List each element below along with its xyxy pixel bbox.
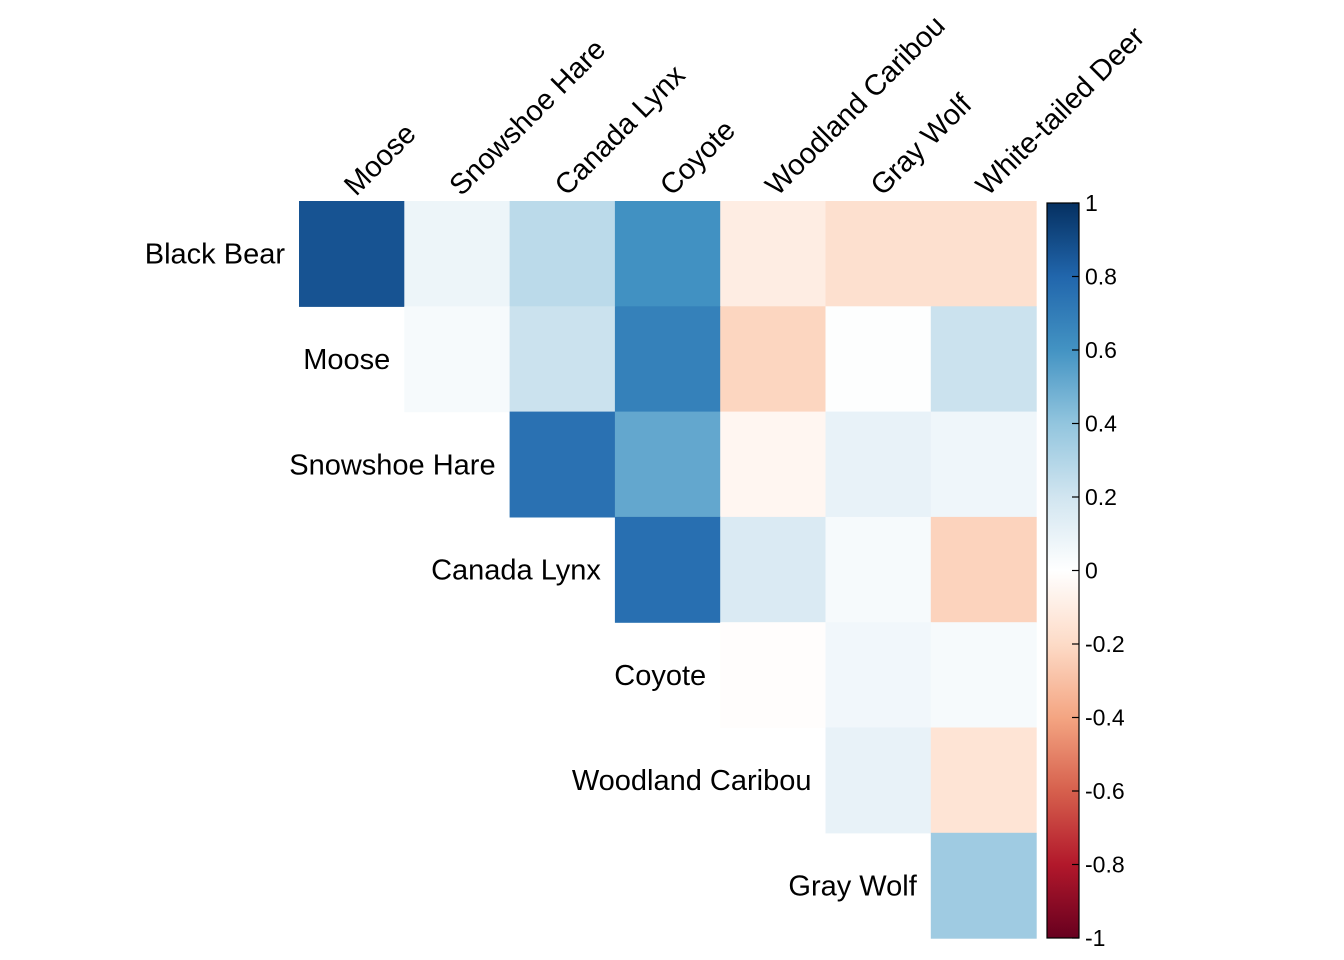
heatmap-cell bbox=[509, 306, 616, 413]
heatmap-cell bbox=[404, 201, 511, 307]
heatmap-cell bbox=[930, 201, 1037, 307]
heatmap-cell bbox=[825, 727, 932, 834]
heatmap-cell bbox=[404, 306, 511, 413]
heatmap-cell bbox=[720, 201, 827, 307]
column-label: Coyote bbox=[654, 114, 742, 202]
heatmap-cell bbox=[299, 201, 405, 307]
colorbar-tick-label: 0.6 bbox=[1085, 337, 1117, 363]
colorbar-tick-label: 0.4 bbox=[1085, 411, 1117, 437]
column-label: White-tailed Deer bbox=[970, 21, 1151, 202]
row-label: Canada Lynx bbox=[431, 555, 601, 587]
heatmap-cell bbox=[720, 516, 827, 623]
heatmap-cell bbox=[614, 516, 721, 623]
row-label: Moose bbox=[303, 344, 390, 376]
column-label: Moose bbox=[338, 118, 422, 202]
heatmap-cell bbox=[720, 622, 827, 729]
colorbar-tick-label: -1 bbox=[1085, 925, 1105, 951]
colorbar-tick-label: 1 bbox=[1085, 190, 1098, 216]
heatmap-cell bbox=[930, 306, 1037, 413]
heatmap-cell bbox=[930, 516, 1037, 623]
row-label: Coyote bbox=[614, 660, 706, 692]
row-label: Black Bear bbox=[145, 239, 286, 271]
heatmap-cell bbox=[930, 727, 1037, 834]
heatmap-cell bbox=[720, 306, 827, 413]
column-label: Gray Wolf bbox=[865, 88, 979, 202]
row-label: Gray Wolf bbox=[788, 870, 917, 902]
colorbar-tick-label: -0.8 bbox=[1085, 852, 1125, 878]
heatmap-cell bbox=[825, 306, 932, 413]
row-label: Woodland Caribou bbox=[572, 765, 812, 797]
heatmap-cell bbox=[614, 306, 721, 413]
row-label: Snowshoe Hare bbox=[289, 449, 495, 481]
heatmap-cell bbox=[930, 622, 1037, 729]
heatmap-cell bbox=[825, 201, 932, 307]
colorbar-tick-label: -0.6 bbox=[1085, 778, 1125, 804]
heatmap-cell bbox=[720, 411, 827, 518]
column-label: Woodland Caribou bbox=[760, 10, 952, 202]
heatmap-cell bbox=[825, 622, 932, 729]
colorbar-tick-label: -0.2 bbox=[1085, 631, 1125, 657]
colorbar-tick-label: 0.8 bbox=[1085, 264, 1117, 290]
colorbar: 1 0.8 0.6 0.4 0.2 0 -0.2 -0.4 -0.6 -0.8 -1 bbox=[1046, 190, 1125, 951]
colorbar-tick-label: 0.2 bbox=[1085, 484, 1117, 510]
heatmap-cell bbox=[930, 411, 1037, 518]
colorbar-tick-label: -0.4 bbox=[1085, 705, 1125, 731]
heatmap-cell bbox=[509, 201, 616, 307]
heatmap-cell bbox=[825, 411, 932, 518]
heatmap-cell bbox=[825, 516, 932, 623]
colorbar-tick-label: 0 bbox=[1085, 558, 1098, 584]
row-labels: Black Bear Moose Snowshoe Hare Canada Lynx C… bbox=[145, 239, 918, 903]
heatmap-cells bbox=[299, 201, 1037, 939]
heatmap-cell bbox=[509, 411, 616, 518]
heatmap-cell bbox=[614, 201, 721, 307]
heatmap-cell bbox=[930, 832, 1037, 939]
heatmap-cell bbox=[614, 411, 721, 518]
